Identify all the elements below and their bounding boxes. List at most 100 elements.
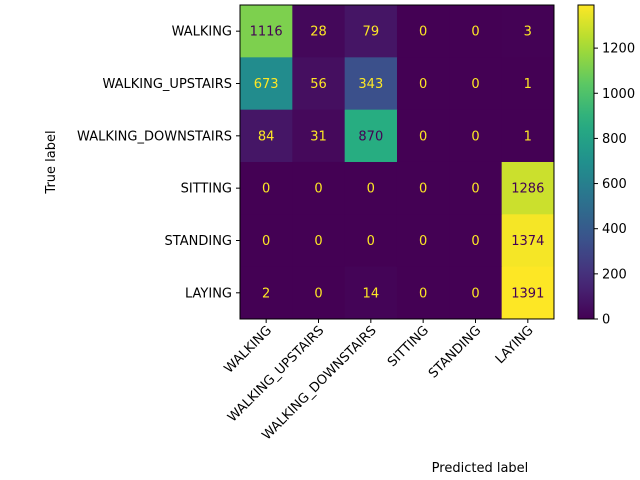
cell-value-label: 14: [363, 286, 380, 301]
cell-value-label: 343: [358, 77, 383, 92]
x-axis-title: Predicted label: [432, 461, 529, 476]
heatmap-cell: [240, 161, 293, 215]
heatmap-cell: [240, 214, 293, 268]
cell-value-label: 0: [419, 129, 427, 144]
x-tick-label: WALKING: [222, 323, 275, 376]
heatmap-cell: [501, 266, 555, 320]
heatmap-cells: [240, 5, 555, 320]
heatmap-cell: [449, 214, 503, 268]
heatmap-cell: [396, 57, 450, 111]
heatmap-cell: [292, 109, 346, 163]
heatmap-cell: [292, 161, 346, 215]
cell-value-label: 0: [419, 77, 427, 92]
heatmap-cell: [449, 5, 503, 58]
cell-value-label: 870: [358, 129, 383, 144]
cell-value-label: 0: [419, 25, 427, 40]
heatmap-cell: [396, 161, 450, 215]
cell-value-label: 1: [524, 129, 532, 144]
cell-value-label: 0: [471, 25, 479, 40]
cell-value-label: 79: [363, 25, 380, 40]
heatmap-cell: [501, 57, 555, 111]
y-tick-label: WALKING_UPSTAIRS: [103, 77, 233, 92]
heatmap-cell: [449, 57, 503, 111]
heatmap-cell: [449, 266, 503, 320]
y-tick-label: LAYING: [185, 286, 232, 301]
cell-value-label: 56: [310, 77, 327, 92]
cell-value-label: 84: [258, 129, 275, 144]
cell-value-label: 1: [524, 77, 532, 92]
y-tick-label: WALKING_DOWNSTAIRS: [77, 129, 232, 144]
cell-value-label: 2: [262, 286, 270, 301]
cell-value-label: 0: [367, 182, 375, 197]
cell-value-label: 0: [314, 182, 322, 197]
y-tick-label: SITTING: [181, 182, 232, 197]
cell-value-label: 0: [314, 234, 322, 249]
heatmap-cell: [344, 57, 398, 111]
colorbar-tick-label: 0: [602, 313, 610, 328]
cell-value-label: 1116: [250, 25, 283, 40]
y-axis-ticks: WALKING WALKING_UPSTAIRS WALKING_DOWNSTAIR…: [77, 25, 240, 301]
heatmap-cell: [292, 5, 346, 58]
cell-value-label: 0: [471, 234, 479, 249]
colorbar: 0 200 400 600 800 1000 1200: [577, 4, 635, 328]
heatmap-cell: [396, 266, 450, 320]
heatmap-cell: [396, 109, 450, 163]
cell-value-label: 0: [471, 286, 479, 301]
heatmap-cell: [240, 109, 293, 163]
x-tick-label: LAYING: [493, 323, 537, 367]
heatmap-cell: [449, 161, 503, 215]
x-axis-ticks: WALKINGWALKING_UPSTAIRSWALKING_DOWNSTAIR…: [222, 318, 537, 443]
colorbar-tick-label: 600: [602, 177, 627, 192]
heatmap-cell: [396, 5, 450, 58]
cell-value-label: 0: [419, 234, 427, 249]
heatmap-cell: [344, 5, 398, 58]
heatmap-cell: [292, 214, 346, 268]
heatmap-cell: [240, 57, 293, 111]
cell-value-labels: 1116 28 79 0 0 3 673 56 343 0 0 1 84 31 870 0 0 1 0 0 0 0 0 128…: [250, 25, 545, 302]
cell-value-label: 0: [471, 182, 479, 197]
cell-value-label: 0: [262, 234, 270, 249]
heatmap-cell: [344, 266, 398, 320]
colorbar-tick-label: 800: [602, 132, 627, 147]
cell-value-label: 0: [419, 286, 427, 301]
y-tick-label: STANDING: [165, 234, 232, 249]
x-tick-label: SITTING: [385, 323, 432, 370]
cell-value-label: 1286: [511, 182, 544, 197]
colorbar-gradient: [577, 4, 595, 320]
heatmap-cell: [344, 109, 398, 163]
heatmap-cell: [501, 109, 555, 163]
colorbar-tick-label: 1000: [602, 87, 635, 102]
colorbar-tick-label: 400: [602, 222, 627, 237]
cell-value-label: 31: [310, 129, 327, 144]
heatmap-cell: [501, 214, 555, 268]
plot-frame: [239, 4, 555, 320]
heatmap-cell: [292, 266, 346, 320]
heatmap-cell: [240, 266, 293, 320]
cell-value-label: 1391: [511, 286, 544, 301]
y-tick-label: WALKING: [172, 25, 232, 40]
cell-value-label: 0: [471, 129, 479, 144]
x-tick-label: WALKING_UPSTAIRS: [225, 323, 327, 425]
x-tick-label: STANDING: [426, 323, 484, 381]
heatmap-cell: [344, 161, 398, 215]
cell-value-label: 28: [310, 25, 327, 40]
cell-value-label: 0: [419, 182, 427, 197]
colorbar-tick-label: 200: [602, 267, 627, 282]
cell-value-label: 0: [262, 182, 270, 197]
cell-value-label: 1374: [511, 234, 544, 249]
heatmap-cell: [449, 109, 503, 163]
heatmap-cell: [344, 214, 398, 268]
heatmap-cell: [501, 5, 555, 58]
heatmap-cell: [501, 161, 555, 215]
heatmap-cell: [292, 57, 346, 111]
colorbar-tick-label: 1200: [602, 42, 635, 57]
cell-value-label: 0: [471, 77, 479, 92]
cell-value-label: 0: [314, 286, 322, 301]
cell-value-label: 0: [367, 234, 375, 249]
y-axis-title: True label: [44, 130, 59, 194]
heatmap-cell: [396, 214, 450, 268]
heatmap-cell: [240, 5, 293, 58]
cell-value-label: 673: [254, 77, 279, 92]
cell-value-label: 3: [524, 25, 532, 40]
